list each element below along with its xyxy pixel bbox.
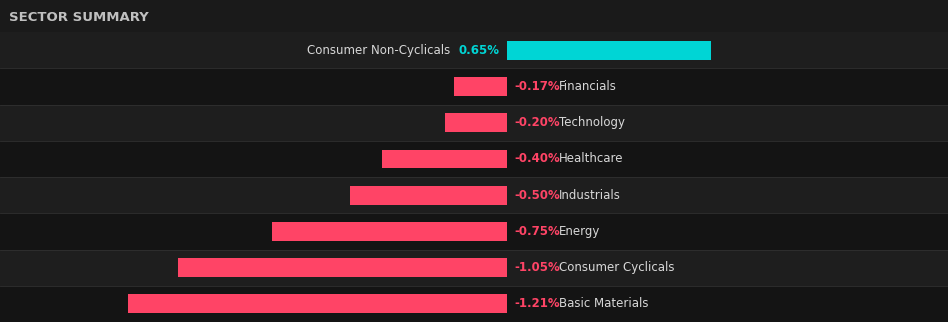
Text: Healthcare: Healthcare bbox=[559, 153, 624, 166]
Text: Basic Materials: Basic Materials bbox=[559, 298, 648, 310]
Bar bbox=[351, 186, 507, 205]
Text: Financials: Financials bbox=[559, 80, 617, 93]
Text: -0.40%: -0.40% bbox=[515, 153, 560, 166]
Bar bbox=[0, 213, 948, 250]
Bar bbox=[445, 113, 507, 132]
Bar bbox=[0, 105, 948, 141]
Bar bbox=[0, 286, 948, 322]
Bar bbox=[0, 141, 948, 177]
Bar bbox=[0, 177, 948, 213]
Text: -1.05%: -1.05% bbox=[515, 261, 560, 274]
Bar bbox=[0, 69, 948, 105]
Text: Industrials: Industrials bbox=[559, 189, 621, 202]
Text: 0.65%: 0.65% bbox=[459, 44, 500, 57]
Bar bbox=[454, 77, 507, 96]
Text: Consumer Non-Cyclicals: Consumer Non-Cyclicals bbox=[307, 44, 450, 57]
Text: -0.17%: -0.17% bbox=[515, 80, 560, 93]
Text: Technology: Technology bbox=[559, 116, 626, 129]
Text: -0.75%: -0.75% bbox=[515, 225, 560, 238]
Bar bbox=[0, 250, 948, 286]
Text: -0.50%: -0.50% bbox=[515, 189, 560, 202]
Bar bbox=[507, 41, 711, 60]
Text: -0.20%: -0.20% bbox=[515, 116, 560, 129]
Bar bbox=[128, 294, 507, 313]
Bar bbox=[178, 258, 507, 277]
Bar bbox=[382, 149, 507, 168]
Text: SECTOR SUMMARY: SECTOR SUMMARY bbox=[9, 11, 149, 24]
Bar bbox=[0, 32, 948, 69]
Text: Consumer Cyclicals: Consumer Cyclicals bbox=[559, 261, 675, 274]
Text: Energy: Energy bbox=[559, 225, 601, 238]
Text: -1.21%: -1.21% bbox=[515, 298, 560, 310]
Bar bbox=[272, 222, 507, 241]
